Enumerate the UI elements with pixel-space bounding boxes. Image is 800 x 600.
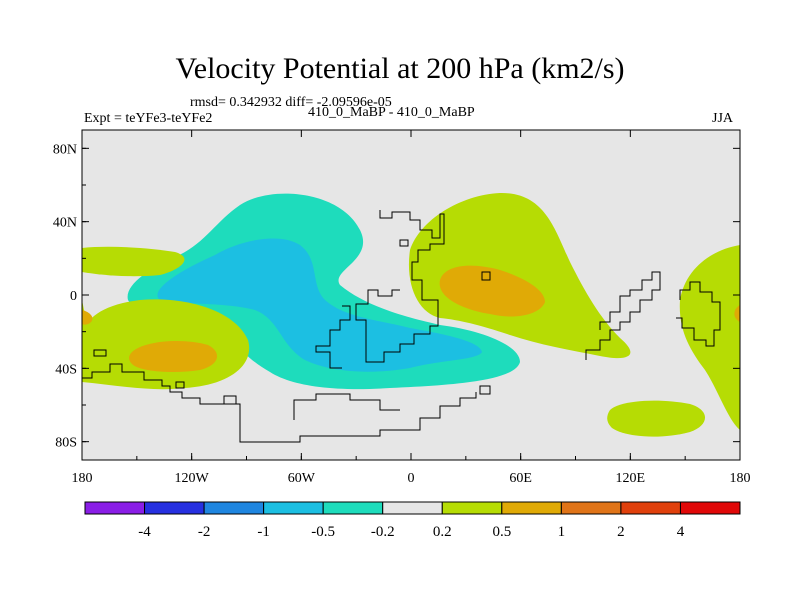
colorbar-box bbox=[203, 501, 265, 515]
contour-region-positive-southwest-pacific-core bbox=[129, 340, 218, 372]
colorbar-label: -1 bbox=[257, 524, 270, 540]
y-tick-label: 40S bbox=[55, 362, 77, 377]
x-tick-label: 0 bbox=[408, 471, 415, 486]
contour-region-positive-western-margin bbox=[82, 246, 185, 277]
y-tick-label: 80S bbox=[55, 436, 77, 451]
x-axis: 180 120W 60W 0 60E 120E 180 bbox=[72, 130, 751, 486]
coastline-americas-west bbox=[315, 305, 351, 369]
colorbar-box bbox=[620, 501, 681, 515]
colorbar-label: -2 bbox=[198, 524, 211, 540]
contour-region-positive-eastern-margin bbox=[679, 245, 740, 430]
coastline-small-islands bbox=[93, 239, 491, 405]
coastline-pacific-south bbox=[82, 363, 477, 443]
colorbar-box bbox=[263, 501, 324, 515]
colorbar-label: -0.2 bbox=[371, 524, 395, 540]
contour-region-positive-southern-ocean bbox=[607, 400, 705, 437]
x-tick-label: 120E bbox=[616, 471, 646, 486]
colorbar-box bbox=[322, 501, 384, 515]
y-tick-label: 0 bbox=[70, 289, 77, 304]
coastline-australia bbox=[676, 281, 721, 347]
y-tick-label: 40N bbox=[53, 216, 77, 231]
colorbar-label: 0.5 bbox=[492, 524, 511, 540]
x-tick-label: 180 bbox=[730, 471, 751, 486]
colorbar-box bbox=[382, 501, 443, 515]
y-tick-label: 80N bbox=[53, 142, 77, 157]
contour-region-positive-asia-africa bbox=[408, 192, 631, 359]
stats-label: rmsd= 0.342932 diff= -2.09596e-05 bbox=[190, 95, 392, 110]
colorbar: -4 -2 -1 -0.5 -0.2 0.2 0.5 1 2 4 bbox=[84, 501, 741, 540]
x-tick-label: 60W bbox=[288, 471, 316, 486]
coastline-asia-east bbox=[585, 271, 661, 360]
colorbar-label: 2 bbox=[617, 524, 625, 540]
colorbar-label: 4 bbox=[677, 524, 685, 540]
colorbar-box bbox=[501, 501, 562, 515]
contour-region-positive-western-core bbox=[82, 310, 93, 325]
colorbar-label: -4 bbox=[138, 524, 151, 540]
chart-title: Velocity Potential at 200 hPa (km2/s) bbox=[175, 52, 625, 85]
colorbar-box bbox=[144, 501, 205, 515]
left-label: Expt = teYFe3-teYFe2 bbox=[84, 111, 213, 126]
x-tick-label: 180 bbox=[72, 471, 93, 486]
colorbar-box bbox=[679, 501, 741, 515]
contour-region-positive-arabia-core bbox=[439, 265, 545, 317]
contour-region-positive-eastern-core bbox=[734, 305, 740, 322]
x-tick-label: 120W bbox=[175, 471, 210, 486]
colorbar-label: -0.5 bbox=[311, 524, 335, 540]
coastline-africa-europe bbox=[355, 210, 445, 363]
colorbar-box bbox=[560, 501, 622, 515]
center-label: 410_0_MaBP - 410_0_MaBP bbox=[308, 105, 475, 120]
colorbar-box bbox=[441, 501, 503, 515]
colorbar-label: 1 bbox=[558, 524, 566, 540]
colorbar-label: 0.2 bbox=[433, 524, 452, 540]
coastline-antarctic bbox=[293, 393, 400, 420]
right-label: JJA bbox=[712, 111, 734, 126]
y-axis: 80N 40N 0 40S 80S bbox=[53, 142, 740, 451]
x-tick-label: 60E bbox=[509, 471, 532, 486]
colorbar-box bbox=[84, 501, 146, 515]
contour-region-negative-core-pacific bbox=[157, 238, 482, 372]
coastlines bbox=[82, 210, 721, 443]
